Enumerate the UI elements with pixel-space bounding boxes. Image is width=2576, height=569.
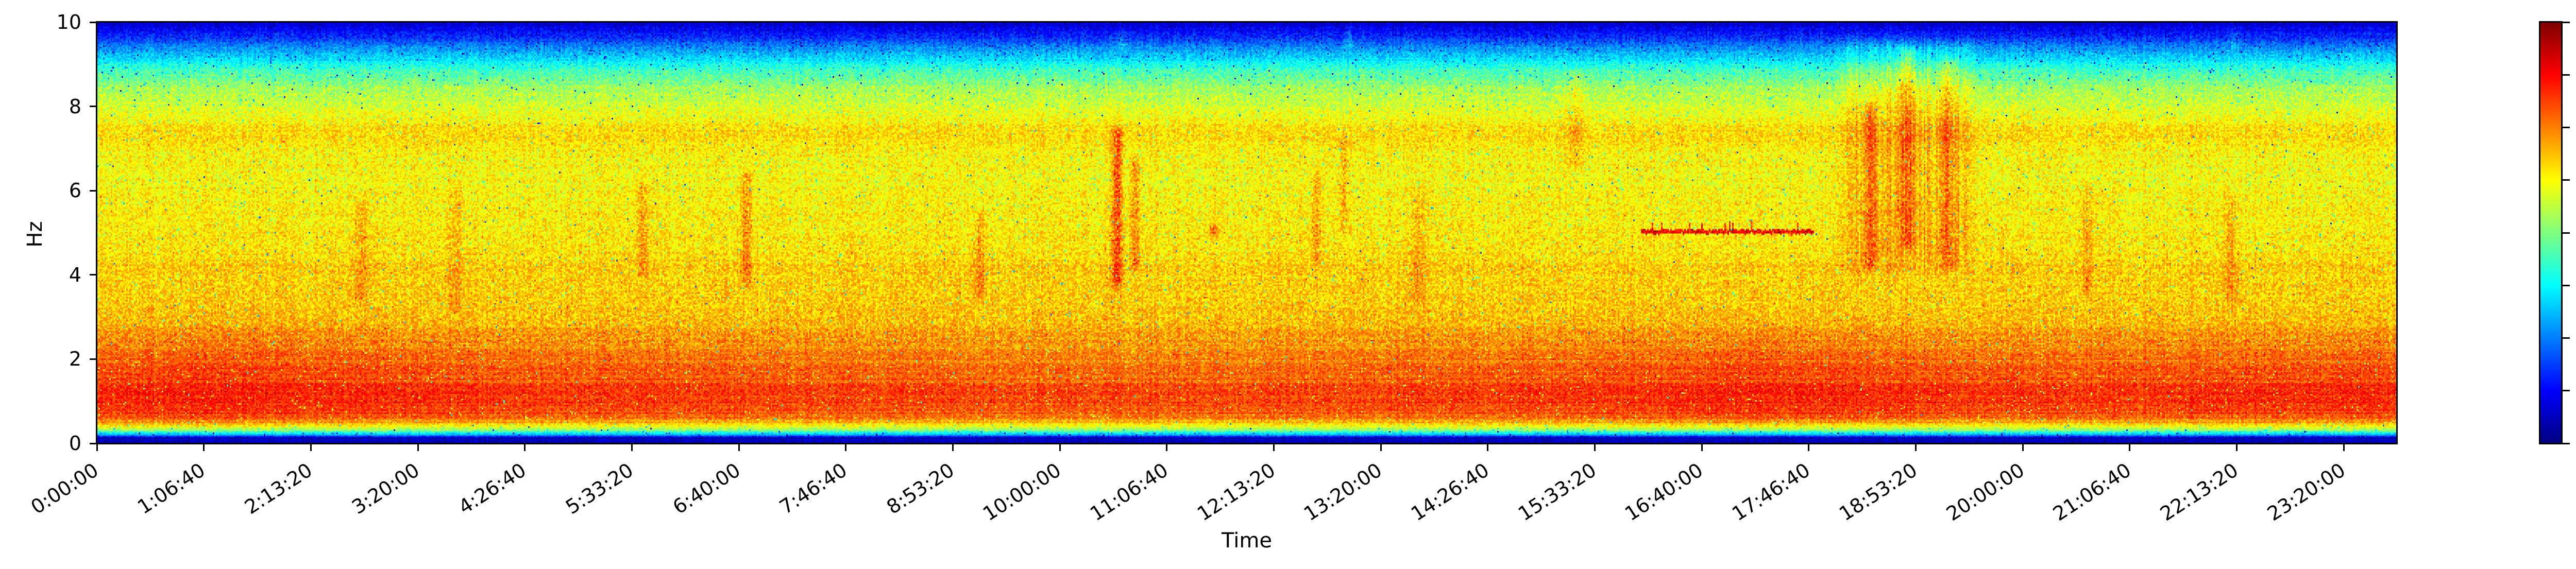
y-tick <box>90 274 97 276</box>
x-tick <box>1487 444 1489 451</box>
x-tick-label: 5:33:20 <box>561 458 637 519</box>
y-axis-label: Hz <box>23 221 47 248</box>
x-tick-label: 15:33:20 <box>1514 458 1600 526</box>
x-axis-label: Time <box>1222 529 1272 553</box>
colorbar-tick <box>2563 284 2570 286</box>
x-tick <box>1273 444 1275 451</box>
x-tick-label: 10:00:00 <box>979 458 1065 526</box>
colorbar-tick <box>2563 74 2570 76</box>
x-tick <box>952 444 954 451</box>
y-tick <box>90 189 97 192</box>
x-tick-label: 6:40:00 <box>668 458 744 519</box>
colorbar-gradient <box>2540 22 2562 443</box>
x-tick <box>1594 444 1596 451</box>
y-tick <box>90 106 97 108</box>
x-tick <box>1914 444 1917 451</box>
x-tick <box>2236 444 2238 451</box>
x-tick-label: 11:06:40 <box>1086 458 1173 526</box>
x-tick <box>1701 444 1703 451</box>
x-tick-label: 7:46:40 <box>775 458 852 519</box>
y-tick-label: 8 <box>69 95 81 118</box>
y-tick-label: 0 <box>69 432 81 455</box>
colorbar-tick <box>2563 21 2570 23</box>
x-tick-label: 4:26:40 <box>454 458 531 519</box>
y-tick <box>90 21 97 23</box>
x-tick <box>310 444 312 451</box>
x-tick-label: 13:20:00 <box>1300 458 1386 526</box>
x-tick-label: 21:06:40 <box>2049 458 2136 526</box>
y-tick-label: 2 <box>69 348 81 371</box>
x-tick-label: 3:20:00 <box>347 458 423 519</box>
x-tick-label: 22:13:20 <box>2156 458 2242 526</box>
colorbar-tick <box>2563 232 2570 234</box>
x-tick <box>1059 444 1061 451</box>
x-tick <box>203 444 205 451</box>
y-tick <box>90 358 97 360</box>
y-tick-label: 4 <box>69 263 81 286</box>
x-tick <box>2022 444 2024 451</box>
x-tick-label: 18:53:20 <box>1835 458 1921 526</box>
x-tick <box>631 444 633 451</box>
colorbar-tick <box>2563 390 2570 392</box>
y-tick-label: 6 <box>69 179 81 202</box>
x-tick <box>96 444 98 451</box>
x-tick-label: 8:53:20 <box>882 458 958 519</box>
colorbar-tick <box>2563 337 2570 339</box>
x-tick-label: 23:20:00 <box>2263 458 2349 526</box>
x-tick-label: 1:06:40 <box>133 458 210 519</box>
x-tick-label: 20:00:00 <box>1942 458 2028 526</box>
x-tick <box>417 444 419 451</box>
x-tick-label: 0:00:00 <box>26 458 103 519</box>
y-tick-label: 10 <box>56 11 81 33</box>
y-tick <box>90 442 97 444</box>
x-tick-label: 14:26:40 <box>1407 458 1494 526</box>
x-tick <box>1166 444 1168 451</box>
x-tick <box>2343 444 2345 451</box>
colorbar-tick <box>2563 127 2570 128</box>
x-tick-label: 2:13:20 <box>240 458 316 519</box>
x-tick <box>738 444 740 451</box>
x-tick <box>2129 444 2131 451</box>
x-tick <box>1380 444 1382 451</box>
x-tick <box>845 444 847 451</box>
x-tick <box>1808 444 1810 451</box>
x-tick <box>524 444 526 451</box>
spectrogram-heatmap <box>97 22 2397 443</box>
colorbar-tick <box>2563 179 2570 181</box>
colorbar-tick <box>2563 442 2570 444</box>
x-tick-label: 17:46:40 <box>1728 458 1815 526</box>
x-tick-label: 16:40:00 <box>1621 458 1707 526</box>
x-tick-label: 12:13:20 <box>1193 458 1279 526</box>
